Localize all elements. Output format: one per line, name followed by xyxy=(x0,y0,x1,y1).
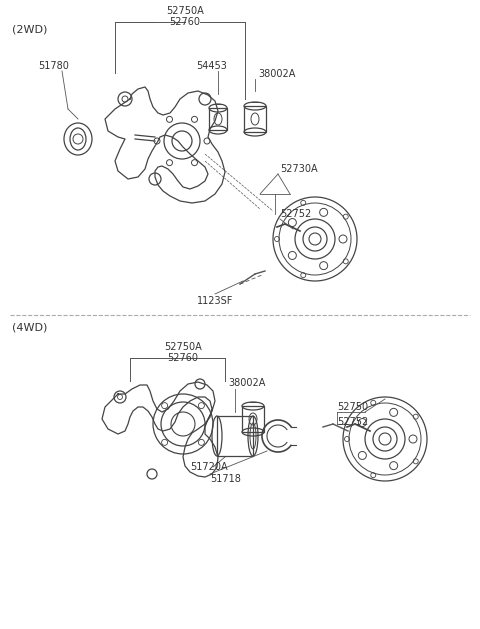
Text: 52750A: 52750A xyxy=(164,342,202,352)
Bar xyxy=(242,406,264,432)
Text: 52730A: 52730A xyxy=(280,164,318,174)
Bar xyxy=(217,416,253,456)
Text: 38002A: 38002A xyxy=(228,378,265,388)
Text: 51780: 51780 xyxy=(38,61,69,71)
Text: 52760: 52760 xyxy=(169,17,201,27)
Text: (2WD): (2WD) xyxy=(12,24,48,34)
Text: 52760: 52760 xyxy=(168,353,199,363)
Text: 1123SF: 1123SF xyxy=(197,296,233,306)
Text: (4WD): (4WD) xyxy=(12,322,48,332)
Text: 51720A: 51720A xyxy=(190,462,228,472)
Bar xyxy=(209,108,227,130)
Text: 54453: 54453 xyxy=(196,61,227,71)
Text: 52750A: 52750A xyxy=(166,6,204,16)
Text: 38002A: 38002A xyxy=(258,69,295,79)
Text: 51718: 51718 xyxy=(210,474,241,484)
Text: 52752: 52752 xyxy=(337,417,368,427)
Bar xyxy=(244,106,266,132)
Text: 52752: 52752 xyxy=(280,209,311,219)
Text: 52750: 52750 xyxy=(337,402,368,412)
